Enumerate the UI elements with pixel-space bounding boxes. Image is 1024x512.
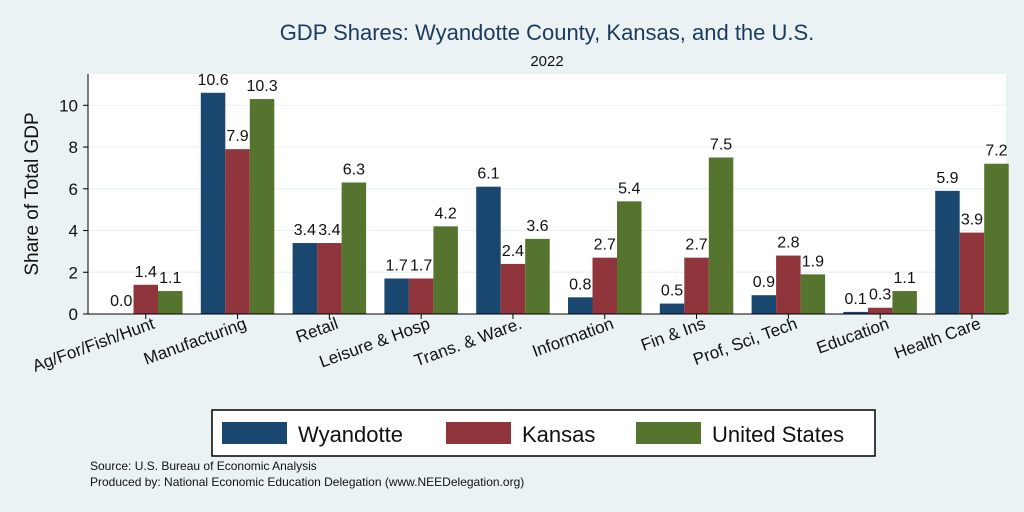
data-label: 3.9 xyxy=(961,212,983,229)
data-label: 4.2 xyxy=(435,205,457,222)
data-label: 3.6 xyxy=(526,218,548,235)
y-axis-label: Share of Total GDP xyxy=(22,112,43,275)
x-tick-label: Prof, Sci, Tech xyxy=(691,314,800,369)
data-label: 2.4 xyxy=(502,243,524,260)
bar xyxy=(476,186,501,314)
legend-box xyxy=(211,409,876,457)
x-tick-label: Health Care xyxy=(892,314,984,363)
data-label: 6.1 xyxy=(477,166,499,183)
y-tick-label: 0 xyxy=(69,305,78,324)
bar xyxy=(867,307,893,314)
x-tick-label: Education xyxy=(814,314,892,358)
data-label: 5.4 xyxy=(618,180,640,197)
legend-swatch xyxy=(446,422,511,444)
y-tick-label: 6 xyxy=(69,180,78,199)
x-tick-label: Ag/For/Fish/Hunt xyxy=(30,314,157,376)
data-label: 1.9 xyxy=(802,253,824,270)
data-label: 1.1 xyxy=(894,270,916,287)
legend: Wyandotte Kansas United States xyxy=(222,422,844,447)
y-tick-label: 4 xyxy=(69,222,78,241)
data-label: 1.7 xyxy=(386,258,408,275)
data-label: 7.5 xyxy=(710,136,732,153)
legend-label: United States xyxy=(712,422,844,447)
bar xyxy=(317,243,342,314)
data-label: 1.1 xyxy=(159,270,181,287)
bars-layer xyxy=(133,92,1009,314)
legend-label: Kansas xyxy=(522,422,595,447)
data-label: 2.7 xyxy=(594,237,616,254)
legend-label: Wyandotte xyxy=(298,422,403,447)
bar xyxy=(984,163,1009,314)
source-note: Source: U.S. Bureau of Economic Analysis xyxy=(90,459,317,473)
chart-subtitle: 2022 xyxy=(530,53,563,70)
data-label: 1.4 xyxy=(135,264,157,281)
data-label: 0.1 xyxy=(845,291,867,308)
data-label: 1.7 xyxy=(410,258,432,275)
produced-by-note: Produced by: National Economic Education… xyxy=(90,475,524,489)
data-label: 3.4 xyxy=(318,222,340,239)
y-ticks-layer: 0 2 4 6 8 10 xyxy=(59,96,88,324)
bar xyxy=(959,232,985,314)
data-label: 10.6 xyxy=(197,72,228,89)
y-tick-label: 10 xyxy=(59,96,78,115)
data-label: 5.9 xyxy=(936,170,958,187)
bar xyxy=(341,182,367,314)
data-label: 6.3 xyxy=(343,162,365,179)
bar xyxy=(684,257,709,314)
bar xyxy=(433,226,458,314)
bar xyxy=(225,149,250,314)
bar xyxy=(133,284,158,314)
data-label: 0.5 xyxy=(661,283,683,300)
data-labels-layer: 0.01.4 1.110.67.910.33.4 3.46.31.7 1.74.26.… xyxy=(110,72,1008,310)
bar xyxy=(659,303,685,314)
data-label: 0.3 xyxy=(869,287,891,304)
bar xyxy=(592,257,617,314)
bar xyxy=(617,201,642,314)
legend-swatch xyxy=(636,422,701,444)
y-tick-label: 2 xyxy=(69,263,78,282)
bar xyxy=(200,92,226,314)
data-label: 0.0 xyxy=(110,293,132,310)
x-tick-label: Information xyxy=(530,314,616,361)
bar xyxy=(843,311,868,314)
x-tick-label: Manufacturing xyxy=(141,314,249,369)
y-tick-label: 8 xyxy=(69,138,78,157)
bar xyxy=(384,278,409,314)
bar xyxy=(408,278,434,314)
bar xyxy=(751,295,777,314)
legend-swatch xyxy=(222,422,287,444)
bar xyxy=(525,238,550,314)
bar xyxy=(568,297,593,314)
bar xyxy=(800,274,826,314)
bar xyxy=(249,99,275,314)
data-label: 7.9 xyxy=(226,128,248,145)
data-label: 3.4 xyxy=(294,222,316,239)
bar xyxy=(892,291,917,314)
data-label: 0.8 xyxy=(569,276,591,293)
bar xyxy=(935,190,960,314)
data-label: 7.2 xyxy=(985,143,1007,160)
bar xyxy=(776,255,801,314)
data-label: 2.7 xyxy=(685,237,707,254)
data-label: 0.9 xyxy=(753,274,775,291)
bar xyxy=(708,157,734,314)
bar xyxy=(158,291,183,314)
bar xyxy=(500,263,526,314)
data-label: 10.3 xyxy=(246,78,277,95)
bar xyxy=(292,243,318,314)
data-label: 2.8 xyxy=(777,235,799,252)
chart-title: GDP Shares: Wyandotte County, Kansas, an… xyxy=(280,20,815,45)
x-tick-label: Retail xyxy=(293,314,340,347)
